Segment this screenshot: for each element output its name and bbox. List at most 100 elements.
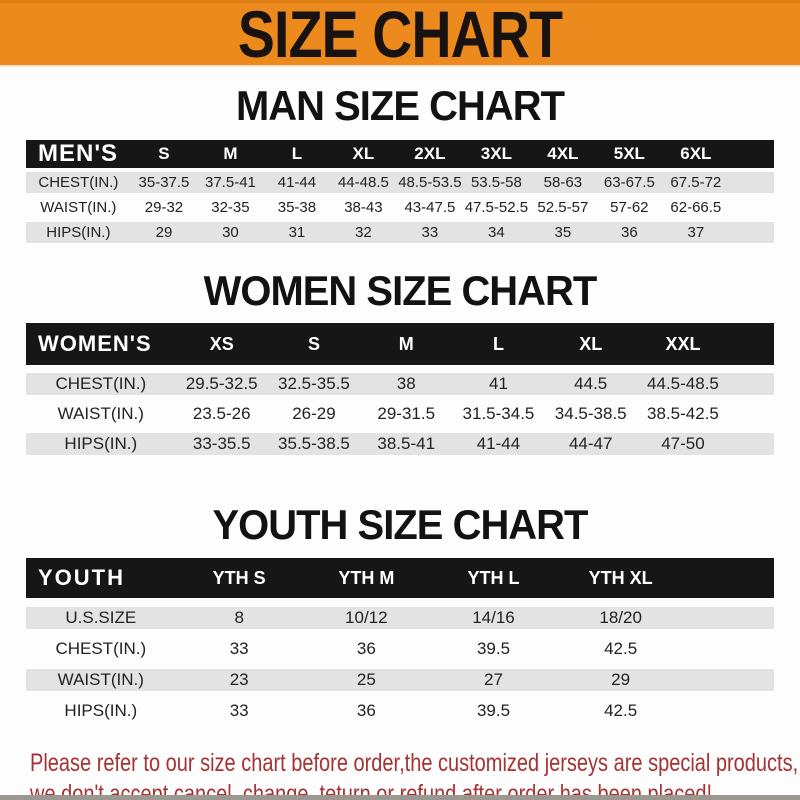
- row-value: 29.5-32.5: [175, 373, 268, 395]
- row-value: 37.5-41: [197, 172, 264, 193]
- row-value: 44-48.5: [330, 172, 397, 193]
- row-filler: [684, 607, 774, 629]
- table-row: CHEST(IN.) 35-37.5 37.5-41 41-44 44-48.5 48.5…: [26, 172, 774, 193]
- table-row: WAIST(IN.) 23 25 27 29: [26, 669, 774, 691]
- row-value: 44.5: [544, 373, 637, 395]
- row-value: 35-37.5: [130, 172, 198, 193]
- banner: SIZE CHART: [0, 0, 800, 67]
- youth-size-table: YOUTH YTH S YTH M YTH L YTH XL U.S.SIZE 8 10/12…: [26, 549, 774, 731]
- row-value: 10/12: [302, 607, 430, 629]
- table-column-header: 2XL: [396, 140, 464, 168]
- women-size-table: WOMEN'S XS S M L XL XXL CHEST(IN.) 29.5-32.5 32.5…: [26, 315, 774, 463]
- row-label: U.S.SIZE: [26, 607, 176, 629]
- table-column-header: S: [130, 140, 198, 168]
- table-header-row: WOMEN'S XS S M L XL XXL: [26, 323, 774, 365]
- row-value: 43-47.5: [396, 197, 464, 218]
- row-value: 57-62: [596, 197, 663, 218]
- row-value: 36: [302, 700, 430, 722]
- table-column-header: XL: [330, 140, 397, 168]
- row-value: 23: [175, 669, 303, 691]
- row-value: 41-44: [263, 172, 331, 193]
- row-label: HIPS(IN.): [26, 433, 176, 455]
- row-value: 53.5-58: [463, 172, 530, 193]
- table-column-header: 4XL: [529, 140, 597, 168]
- table-group-label: YOUTH: [26, 558, 176, 598]
- row-label: WAIST(IN.): [26, 669, 176, 691]
- row-label: CHEST(IN.): [26, 373, 176, 395]
- row-label: HIPS(IN.): [26, 700, 176, 722]
- row-filler: [729, 197, 774, 218]
- table-column-header: XS: [175, 323, 268, 365]
- row-value: 33: [175, 638, 303, 660]
- row-label: CHEST(IN.): [26, 638, 176, 660]
- row-filler: [684, 669, 774, 691]
- table-row: CHEST(IN.) 29.5-32.5 32.5-35.5 38 41 44.5 44.5…: [26, 373, 774, 395]
- row-value: 63-67.5: [596, 172, 663, 193]
- table-header-row: MEN'S S M L XL 2XL 3XL 4XL 5XL 6XL: [26, 140, 774, 168]
- row-value: 37: [662, 222, 730, 243]
- row-value: 38: [360, 373, 453, 395]
- banner-title: SIZE CHART: [237, 0, 563, 67]
- row-label: HIPS(IN.): [26, 222, 131, 243]
- table-column-header: 5XL: [596, 140, 663, 168]
- row-value: 8: [175, 607, 303, 629]
- row-value: 32-35: [197, 197, 264, 218]
- row-value: 38.5-42.5: [636, 403, 730, 425]
- table-row: HIPS(IN.) 33 36 39.5 42.5: [26, 700, 774, 722]
- row-value: 62-66.5: [662, 197, 730, 218]
- row-value: 27: [429, 669, 558, 691]
- bottom-divider: [0, 795, 800, 800]
- table-column-header: 6XL: [662, 140, 730, 168]
- table-row: WAIST(IN.) 29-32 32-35 35-38 38-43 43-47.5 47.…: [26, 197, 774, 218]
- table-column-header: YTH L: [429, 558, 558, 598]
- row-value: 36: [596, 222, 663, 243]
- table-column-header: L: [263, 140, 331, 168]
- table-row: HIPS(IN.) 33-35.5 35.5-38.5 38.5-41 41-44 44-…: [26, 433, 774, 455]
- table-header-filler: [684, 558, 774, 598]
- row-value: 67.5-72: [662, 172, 730, 193]
- table-header-row: YOUTH YTH S YTH M YTH L YTH XL: [26, 558, 774, 598]
- row-value: 47.5-52.5: [463, 197, 530, 218]
- table-column-header: M: [360, 323, 453, 365]
- row-value: 36: [302, 638, 430, 660]
- row-value: 52.5-57: [529, 197, 597, 218]
- table-column-header: XXL: [636, 323, 730, 365]
- row-value: 32.5-35.5: [267, 373, 361, 395]
- row-value: 35.5-38.5: [267, 433, 361, 455]
- row-value: 35: [529, 222, 597, 243]
- table-group-label: MEN'S: [26, 140, 131, 168]
- table-column-header: L: [452, 323, 545, 365]
- table-column-header: 3XL: [463, 140, 530, 168]
- men-section-heading: MAN SIZE CHART: [235, 82, 565, 129]
- row-value: 39.5: [429, 638, 558, 660]
- table-row: CHEST(IN.) 33 36 39.5 42.5: [26, 638, 774, 660]
- table-row: HIPS(IN.) 29 30 31 32 33 34 35 36 37: [26, 222, 774, 243]
- row-value: 39.5: [429, 700, 558, 722]
- table-column-header: M: [197, 140, 264, 168]
- row-value: 33-35.5: [175, 433, 268, 455]
- row-label: WAIST(IN.): [26, 403, 176, 425]
- row-value: 30: [197, 222, 264, 243]
- row-value: 25: [302, 669, 430, 691]
- row-filler: [684, 638, 774, 660]
- row-value: 34.5-38.5: [544, 403, 637, 425]
- table-row: U.S.SIZE 8 10/12 14/16 18/20: [26, 607, 774, 629]
- row-value: 44-47: [544, 433, 637, 455]
- footer-note: Please refer to our size chart before or…: [30, 748, 800, 800]
- row-value: 41: [452, 373, 545, 395]
- row-value: 29-32: [130, 197, 198, 218]
- row-value: 29: [130, 222, 198, 243]
- row-value: 38.5-41: [360, 433, 453, 455]
- table-header-filler: [729, 140, 774, 168]
- table-column-header: XL: [544, 323, 637, 365]
- table-header-filler: [729, 323, 774, 365]
- row-filler: [729, 433, 774, 455]
- row-value: 26-29: [267, 403, 361, 425]
- table-group-label: WOMEN'S: [26, 323, 176, 365]
- row-value: 47-50: [636, 433, 730, 455]
- row-value: 32: [330, 222, 397, 243]
- table-row: WAIST(IN.) 23.5-26 26-29 29-31.5 31.5-34.5 34…: [26, 403, 774, 425]
- row-filler: [729, 373, 774, 395]
- row-value: 14/16: [429, 607, 558, 629]
